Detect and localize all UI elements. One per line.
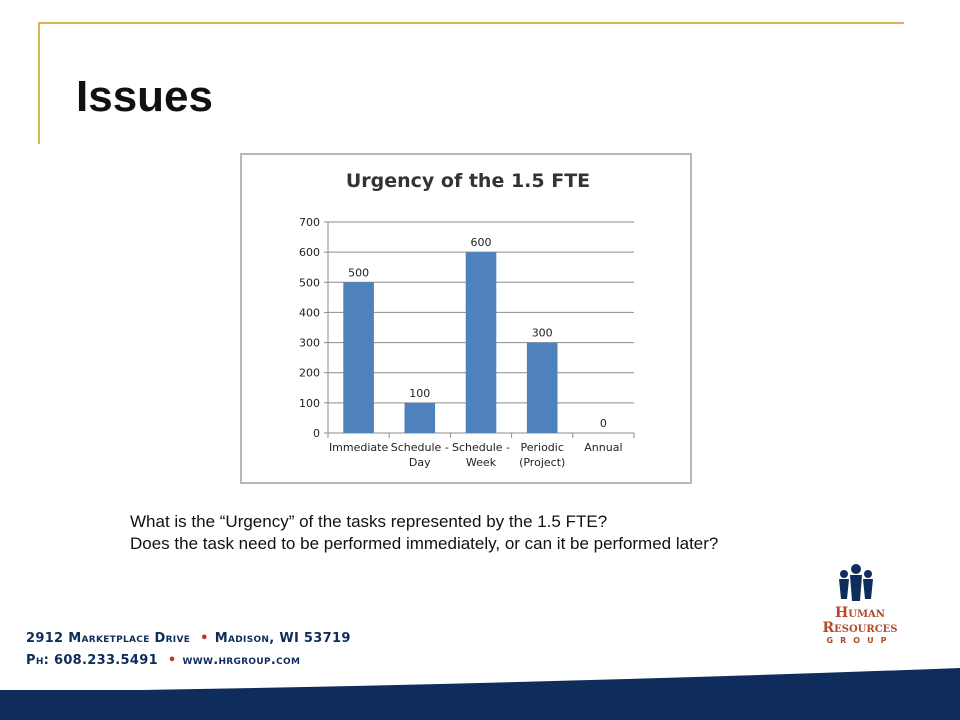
logo-line-1: Human: [835, 605, 885, 621]
category-label-1-1: Day: [409, 456, 431, 469]
website-link[interactable]: www.hrgroup.com: [182, 653, 301, 668]
footer-band: [0, 690, 960, 720]
data-label-2: 600: [471, 236, 492, 249]
city-address: Madison, WI 53719: [214, 631, 351, 646]
bar-2: [465, 252, 497, 433]
logo-line-2: Resources: [822, 620, 898, 636]
bar-chart: Urgency of the 1.5 FTE 0 100 200 300 400 500 6…: [299, 170, 635, 469]
bar-3: [526, 342, 558, 433]
data-label-3: 300: [532, 327, 553, 340]
company-logo: Human Resources GROUP: [800, 562, 920, 652]
bar-0: [343, 282, 374, 433]
street-address: 2912 Marketplace Drive: [26, 631, 191, 646]
frame-top-line: [40, 22, 904, 24]
category-label-4-0: Annual: [584, 441, 622, 454]
footer-address: 2912 Marketplace Drive • Madison, WI 53719…: [26, 628, 351, 672]
y-tick-label-7: 700: [299, 216, 320, 229]
data-label-0: 500: [348, 266, 369, 279]
question-text: What is the “Urgency” of the tasks repre…: [130, 511, 930, 555]
data-label-4: 0: [600, 417, 607, 430]
question-line-1: What is the “Urgency” of the tasks repre…: [130, 512, 608, 531]
y-tick-label-0: 0: [313, 427, 320, 440]
slide-title: Issues: [76, 72, 213, 121]
bar-1: [404, 402, 436, 433]
category-label-0-0: Immediate: [329, 441, 389, 454]
data-label-1: 100: [409, 387, 430, 400]
logo-line-3: GROUP: [826, 636, 894, 645]
category-label-2-0: Schedule -: [452, 441, 510, 454]
people-icon: [839, 564, 873, 601]
bullet-dot-icon: •: [200, 631, 209, 646]
bullet-dot-icon: •: [167, 653, 177, 668]
phone-number: Ph: 608.233.5491: [26, 653, 158, 668]
logo-wordmark: Human Resources: [800, 606, 920, 636]
question-line-2: Does the task need to be performed immed…: [130, 534, 719, 553]
y-tick-label-2: 200: [299, 367, 320, 380]
y-tick-label-1: 100: [299, 397, 320, 410]
footer-curve: [0, 668, 960, 692]
y-tick-label-3: 300: [299, 337, 320, 350]
y-tick-label-4: 400: [299, 306, 320, 319]
frame-left-line: [38, 22, 40, 144]
category-label-1-0: Schedule -: [391, 441, 449, 454]
y-tick-label-6: 600: [299, 246, 320, 259]
chart-container: Urgency of the 1.5 FTE 0 100 200 300 400 500 6…: [240, 153, 692, 484]
category-label-2-1: Week: [466, 456, 497, 469]
chart-title: Urgency of the 1.5 FTE: [346, 170, 590, 192]
category-label-3-1: (Project): [519, 456, 565, 469]
category-label-3-0: Periodic: [520, 441, 563, 454]
y-tick-label-5: 500: [299, 276, 320, 289]
